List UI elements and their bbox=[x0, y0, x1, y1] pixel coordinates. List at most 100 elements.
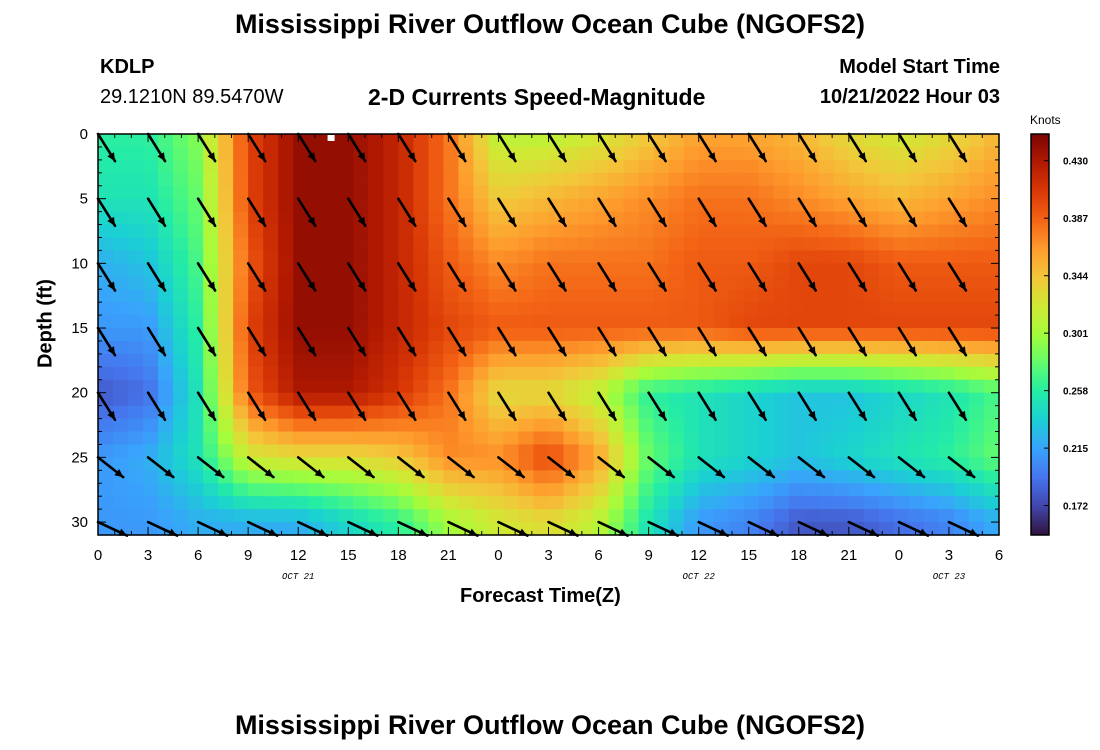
heatmap-cell bbox=[428, 134, 444, 148]
current-vector-head bbox=[658, 346, 666, 356]
heatmap-cell bbox=[248, 366, 264, 381]
heatmap-cell bbox=[488, 483, 505, 497]
heatmap-cell bbox=[278, 185, 294, 200]
heatmap-cell bbox=[473, 444, 490, 458]
x-tick-label: 21 bbox=[440, 547, 457, 564]
heatmap-cell bbox=[623, 509, 640, 523]
current-vector-head bbox=[407, 410, 416, 420]
heatmap-cell bbox=[563, 457, 580, 471]
heatmap-cell bbox=[533, 328, 550, 342]
heatmap-cell bbox=[278, 392, 294, 407]
heatmap-cell bbox=[668, 328, 685, 342]
heatmap-cell bbox=[353, 392, 369, 407]
heatmap-cell bbox=[248, 483, 264, 497]
heatmap-cell bbox=[668, 172, 685, 187]
heatmap-cell bbox=[233, 379, 249, 394]
heatmap-cell bbox=[143, 483, 159, 497]
heatmap-cell bbox=[218, 302, 234, 316]
heatmap-cell bbox=[758, 224, 775, 239]
heatmap-cell bbox=[128, 366, 144, 381]
heatmap-cell bbox=[113, 289, 129, 303]
heatmap-cell bbox=[773, 483, 790, 497]
heatmap-cell bbox=[713, 211, 730, 226]
colorbar-tick-label: 0.387 bbox=[1063, 214, 1088, 225]
heatmap-cell bbox=[113, 276, 129, 290]
heatmap-cell bbox=[278, 198, 294, 213]
heatmap-cell bbox=[953, 353, 970, 368]
heatmap-cell bbox=[878, 379, 895, 394]
heatmap-cell bbox=[698, 198, 715, 213]
heatmap-cell bbox=[398, 470, 414, 484]
heatmap-cell bbox=[878, 431, 895, 446]
heatmap-cell bbox=[578, 211, 595, 226]
heatmap-cell bbox=[188, 431, 204, 446]
heatmap-cell bbox=[908, 366, 925, 381]
heatmap-cell bbox=[833, 457, 850, 471]
heatmap-cell bbox=[293, 340, 309, 355]
heatmap-cell bbox=[983, 366, 1000, 381]
heatmap-cell bbox=[848, 483, 865, 497]
heatmap-cell bbox=[833, 392, 850, 407]
station-marker bbox=[327, 135, 335, 141]
heatmap-cell bbox=[803, 457, 820, 471]
heatmap-cell bbox=[233, 211, 249, 226]
heatmap-cell bbox=[128, 276, 144, 290]
heatmap-cell bbox=[728, 379, 745, 394]
heatmap-cell bbox=[263, 134, 279, 148]
heatmap-cell bbox=[563, 444, 580, 458]
heatmap-cell bbox=[698, 379, 715, 394]
heatmap-cell bbox=[158, 315, 174, 329]
heatmap-cell bbox=[473, 353, 490, 368]
current-vector-head bbox=[157, 281, 165, 291]
heatmap-cell bbox=[653, 496, 670, 510]
heatmap-cell bbox=[428, 431, 444, 446]
heatmap-cell bbox=[923, 509, 940, 523]
heatmap-cell bbox=[218, 146, 234, 161]
heatmap-cell bbox=[668, 289, 685, 303]
heatmap-cell bbox=[563, 172, 580, 187]
heatmap-cell bbox=[398, 289, 414, 303]
heatmap-cell bbox=[758, 185, 775, 200]
heatmap-cell bbox=[443, 353, 459, 368]
heatmap-cell bbox=[233, 315, 249, 329]
heatmap-cell bbox=[758, 250, 775, 264]
heatmap-cell bbox=[128, 224, 144, 239]
heatmap-cell bbox=[128, 379, 144, 394]
heatmap-cell bbox=[473, 302, 490, 316]
heatmap-cell bbox=[668, 353, 685, 368]
heatmap-cell bbox=[398, 418, 414, 433]
heatmap-cell bbox=[653, 418, 670, 433]
heatmap-cell bbox=[803, 250, 820, 264]
heatmap-cell bbox=[158, 172, 174, 187]
heatmap-cell bbox=[413, 159, 429, 174]
heatmap-cell bbox=[908, 289, 925, 303]
heatmap-cell bbox=[143, 405, 159, 420]
heatmap-cell bbox=[233, 289, 249, 303]
heatmap-cell bbox=[698, 509, 715, 523]
heatmap-cell bbox=[728, 483, 745, 497]
heatmap-cell bbox=[548, 353, 565, 368]
heatmap-cell bbox=[128, 134, 144, 148]
heatmap-cell bbox=[158, 483, 174, 497]
heatmap-cell bbox=[878, 392, 895, 407]
current-vector-head bbox=[708, 152, 716, 162]
heatmap-cell bbox=[773, 444, 790, 458]
heatmap-cell bbox=[143, 418, 159, 433]
heatmap-cell bbox=[668, 224, 685, 239]
heatmap-cell bbox=[848, 250, 865, 264]
heatmap-cell bbox=[263, 496, 279, 510]
heatmap-cell bbox=[578, 483, 595, 497]
heatmap-cell bbox=[668, 198, 685, 213]
heatmap-cell bbox=[803, 418, 820, 433]
heatmap-cell bbox=[98, 496, 114, 510]
heatmap-cell bbox=[128, 470, 144, 484]
heatmap-cell bbox=[128, 340, 144, 355]
heatmap-cell bbox=[218, 211, 234, 226]
heatmap-cell bbox=[578, 250, 595, 264]
heatmap-cell bbox=[833, 302, 850, 316]
current-vector-head bbox=[168, 528, 178, 536]
heatmap-cell bbox=[293, 172, 309, 187]
heatmap-cell bbox=[248, 134, 264, 148]
heatmap-cell bbox=[848, 353, 865, 368]
heatmap-cell bbox=[353, 379, 369, 394]
